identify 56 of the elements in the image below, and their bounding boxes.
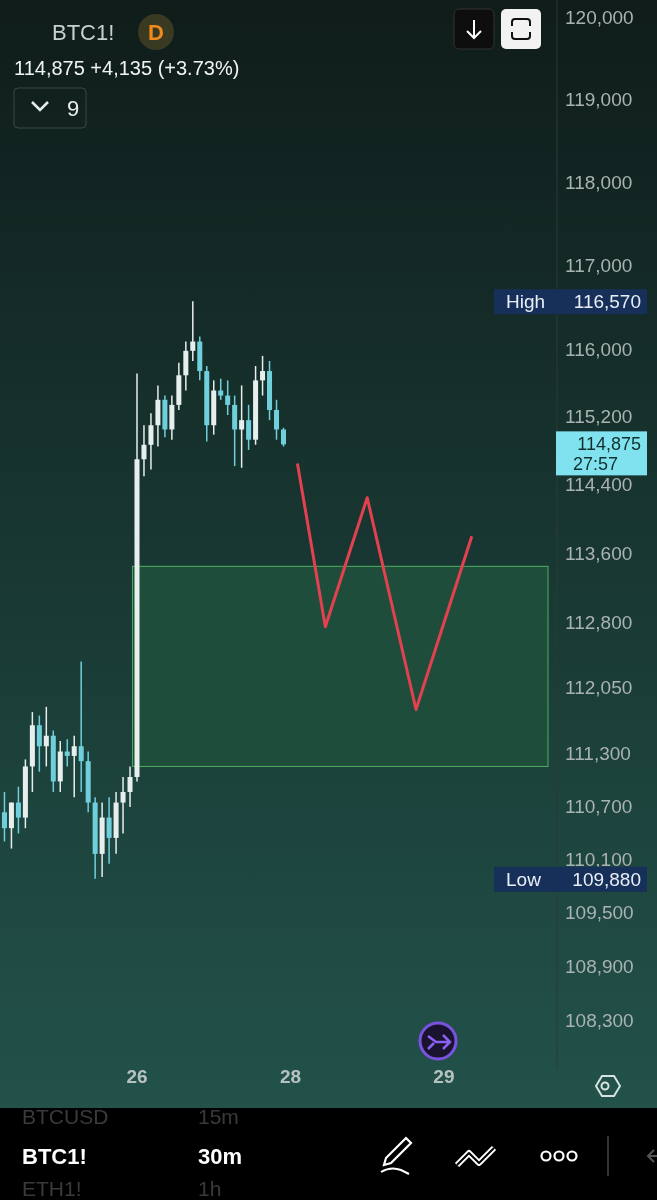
candlestick: [64, 738, 70, 768]
y-tick-label: 113,600: [565, 543, 633, 564]
candlestick: [1, 791, 7, 843]
annotation: High: [506, 291, 546, 313]
annotation: 9: [67, 96, 80, 121]
line-series: [295, 462, 474, 711]
y-tick-label: 111,300: [565, 742, 631, 764]
y-tick-label: 112,050: [565, 677, 633, 699]
y-tick-label: 117,000: [565, 254, 633, 276]
text: ETH1!: [22, 1177, 82, 1200]
candlestick: [36, 714, 42, 773]
candlestick: [260, 355, 266, 397]
y-tick-label: 116,000: [565, 338, 633, 360]
candlestick: [43, 706, 49, 768]
text: 1h: [198, 1177, 222, 1200]
y-tick-label: 112,800: [565, 612, 633, 634]
y-tick-label: 110,100: [565, 848, 633, 870]
annotation: Low: [506, 868, 542, 890]
candlestick: [127, 765, 133, 808]
candlestick: [246, 404, 252, 451]
text: 114,875: [577, 434, 641, 455]
candlestick: [190, 300, 196, 362]
candlestick: [141, 424, 147, 478]
candlestick: [71, 734, 77, 799]
text: 114,875 +4,135 (+3.73%): [14, 57, 240, 79]
text: BTC1!: [22, 1144, 87, 1169]
candlestick: [239, 384, 245, 469]
candlestick: [148, 412, 154, 471]
candlestick: [15, 785, 21, 835]
candlestick: [218, 377, 224, 401]
y-tick-label: 119,000: [565, 89, 633, 111]
y-tick-label: 120,000: [565, 7, 634, 29]
candlestick: [280, 427, 286, 448]
text: BTC1!: [52, 20, 115, 45]
text: 15m: [198, 1105, 239, 1128]
candlestick: [106, 796, 112, 865]
candlestick: [120, 776, 126, 835]
annotation: D: [148, 20, 164, 45]
text: 116,570: [573, 291, 641, 313]
y-tick-label: 108,300: [565, 1009, 634, 1031]
text: 109,880: [572, 868, 641, 890]
x-tick-label: 29: [433, 1066, 455, 1087]
candlestick: [78, 660, 84, 793]
y-tick-label: 108,900: [565, 955, 634, 977]
text: 30m: [198, 1144, 243, 1169]
candlestick: [274, 399, 280, 441]
y-tick-label: 110,700: [565, 795, 633, 817]
x-tick-label: 28: [279, 1066, 302, 1087]
y-tick-label: 118,000: [565, 171, 633, 193]
y-tick-label: 114,400: [565, 474, 633, 496]
y-tick-label: 115,200: [565, 406, 633, 428]
candlestick: [225, 379, 231, 416]
text: 27:57: [572, 454, 618, 475]
y-tick-label: 109,500: [565, 902, 634, 924]
x-tick-label: 26: [126, 1066, 148, 1087]
text: BTCUSD: [22, 1105, 109, 1128]
